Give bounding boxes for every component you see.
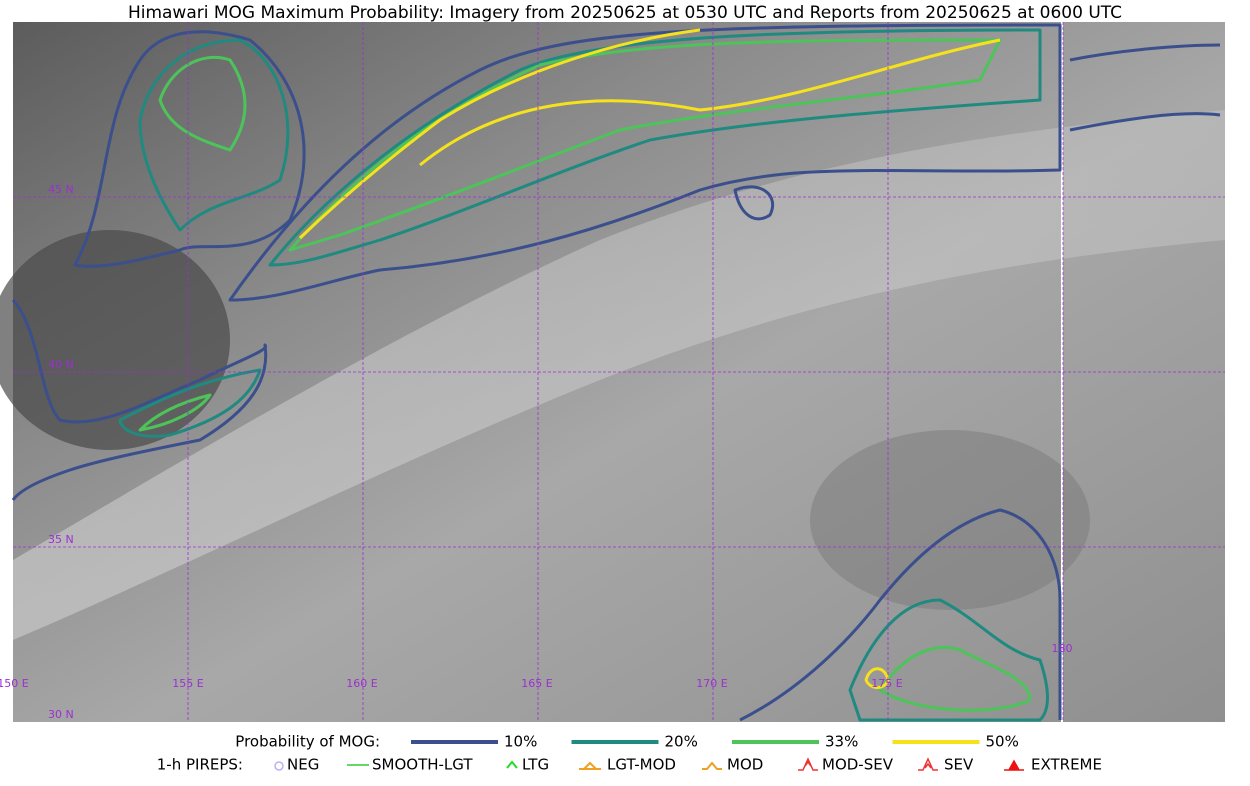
latitude-label: 45 N xyxy=(48,183,74,196)
legend-label: 20% xyxy=(665,733,698,751)
longitude-label: 165 E xyxy=(521,677,552,690)
legend-label: SEV xyxy=(944,756,974,774)
legend-label: LGT-MOD xyxy=(607,756,676,774)
latitude-label: 35 N xyxy=(48,533,74,546)
longitude-label: 150 E xyxy=(0,677,29,690)
legend-heading: Probability of MOG: xyxy=(235,733,380,751)
legend-label: LTG xyxy=(522,756,549,774)
longitude-label: 155 E xyxy=(172,677,203,690)
legend-label: SMOOTH-LGT xyxy=(372,756,473,774)
pirep-icon xyxy=(798,757,818,771)
latitude-label: 30 N xyxy=(48,708,74,721)
map-title: Himawari MOG Maximum Probability: Imager… xyxy=(128,3,1122,23)
longitude-label: 180 xyxy=(1052,642,1073,655)
legend-label: MOD-SEV xyxy=(822,756,894,774)
latitude-label: 40 N xyxy=(48,358,74,371)
legend-label: 10% xyxy=(504,733,537,751)
pirep-icon xyxy=(1004,759,1024,771)
legend-label: 33% xyxy=(825,733,858,751)
longitude-label: 160 E xyxy=(346,677,377,690)
pirep-icon xyxy=(918,757,938,771)
legend-label: EXTREME xyxy=(1031,756,1102,774)
pirep-icon xyxy=(579,761,601,770)
legend-heading: 1-h PIREPS: xyxy=(157,756,243,774)
legend-label: MOD xyxy=(727,756,763,774)
pirep-icon xyxy=(506,760,518,769)
pirep-icon xyxy=(274,761,284,771)
legend-label: 50% xyxy=(986,733,1019,751)
pirep-icon xyxy=(702,761,722,770)
longitude-label: 170 E xyxy=(696,677,727,690)
longitude-label: 175 E xyxy=(871,677,902,690)
legend-label: NEG xyxy=(287,756,319,774)
